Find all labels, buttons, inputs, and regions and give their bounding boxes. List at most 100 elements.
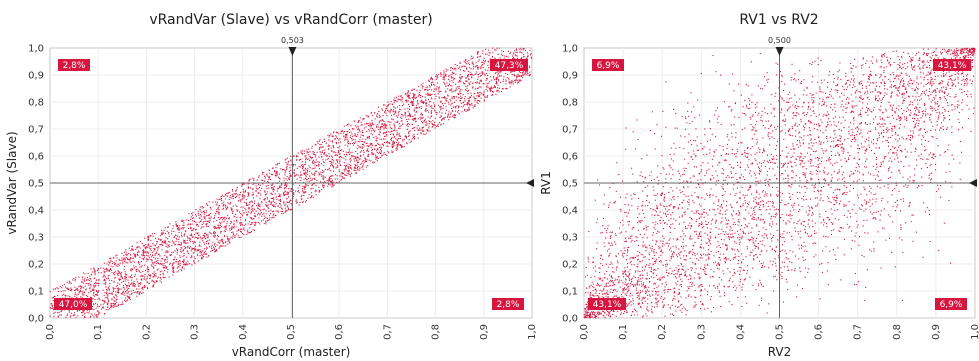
quadrant-top-right-percent-background (490, 59, 528, 71)
scatter-point (379, 148, 381, 150)
scatter-point (188, 237, 190, 239)
scatter-point (522, 71, 524, 73)
scatter-point (464, 61, 466, 63)
scatter-point (450, 112, 452, 114)
scatter-point (378, 129, 380, 131)
scatter-point (198, 213, 200, 215)
scatter-point (516, 82, 519, 84)
scatter-point (466, 80, 468, 82)
scatter-point (512, 83, 514, 85)
scatter-point (909, 136, 911, 139)
scatter-point (170, 254, 172, 256)
scatter-point (305, 185, 307, 187)
scatter-point (204, 243, 206, 245)
scatter-point (732, 176, 734, 178)
scatter-point (251, 206, 253, 208)
scatter-point (242, 184, 244, 186)
scatter-point (217, 207, 219, 209)
scatter-point (169, 264, 171, 266)
scatter-point (302, 189, 304, 191)
scatter-point (510, 71, 512, 73)
scatter-point (78, 292, 80, 294)
scatter-point (382, 126, 384, 128)
scatter-point (343, 135, 345, 137)
scatter-point (873, 217, 875, 219)
scatter-point (102, 303, 104, 305)
scatter-point (159, 274, 161, 276)
scatter-point (743, 217, 745, 219)
scatter-point (357, 167, 359, 169)
scatter-point (140, 266, 142, 268)
scatter-point (106, 268, 108, 270)
scatter-point (463, 98, 466, 100)
x-reference-handle-icon[interactable] (288, 47, 297, 56)
scatter-point (453, 97, 455, 99)
scatter-point (194, 236, 196, 238)
scatter-point (115, 291, 117, 293)
scatter-point (453, 116, 455, 118)
scatter-point (483, 99, 485, 101)
scatter-point (942, 129, 944, 131)
scatter-point (704, 232, 706, 234)
scatter-point (373, 131, 375, 133)
scatter-point (644, 186, 646, 188)
scatter-point (373, 148, 375, 150)
scatter-point (274, 174, 276, 176)
scatter-point (789, 198, 792, 200)
scatter-point (624, 211, 626, 213)
scatter-point (299, 176, 301, 178)
scatter-point (114, 288, 116, 290)
scatter-point (355, 150, 357, 152)
scatter-point (309, 151, 311, 153)
scatter-point (143, 244, 145, 247)
scatter-point (473, 66, 475, 68)
scatter-point (845, 88, 847, 90)
scatter-point (161, 270, 163, 272)
scatter-point (111, 272, 113, 274)
scatter-point (720, 279, 723, 281)
scatter-point (515, 79, 517, 81)
scatter-point (883, 67, 885, 69)
scatter-point (222, 207, 224, 209)
scatter-point (108, 288, 110, 290)
scatter-point (224, 204, 226, 206)
scatter-point (404, 93, 406, 95)
scatter-point (358, 129, 361, 131)
scatter-point (514, 70, 516, 72)
scatter-point (393, 113, 395, 116)
scatter-point (91, 314, 93, 316)
scatter-point (328, 145, 330, 147)
scatter-point (522, 72, 524, 74)
scatter-point (112, 302, 114, 305)
scatter-point (810, 165, 812, 167)
scatter-point (347, 143, 349, 145)
scatter-point (511, 80, 513, 82)
scatter-point (302, 166, 304, 169)
scatter-point (520, 75, 522, 77)
scatter-point (111, 280, 113, 282)
scatter-point (358, 141, 360, 143)
scatter-point (481, 64, 483, 66)
scatter-point (505, 87, 507, 90)
scatter-point (317, 160, 319, 163)
scatter-point (131, 283, 133, 285)
scatter-point (448, 75, 450, 77)
scatter-point (340, 132, 342, 134)
scatter-point (440, 115, 442, 117)
scatter-point (199, 255, 201, 257)
scatter-point (124, 280, 126, 282)
scatter-point (445, 91, 447, 93)
scatter-point (361, 166, 363, 168)
scatter-point (293, 191, 295, 193)
scatter-point (349, 135, 351, 137)
scatter-point (498, 91, 500, 93)
scatter-point (716, 118, 718, 120)
scatter-point (497, 71, 499, 73)
scatter-point (399, 127, 401, 129)
scatter-point (236, 216, 238, 218)
y-reference-handle-icon[interactable] (526, 179, 534, 187)
scatter-point (408, 139, 410, 141)
scatter-point (368, 129, 370, 131)
scatter-point (928, 91, 930, 93)
scatter-point (413, 97, 415, 99)
